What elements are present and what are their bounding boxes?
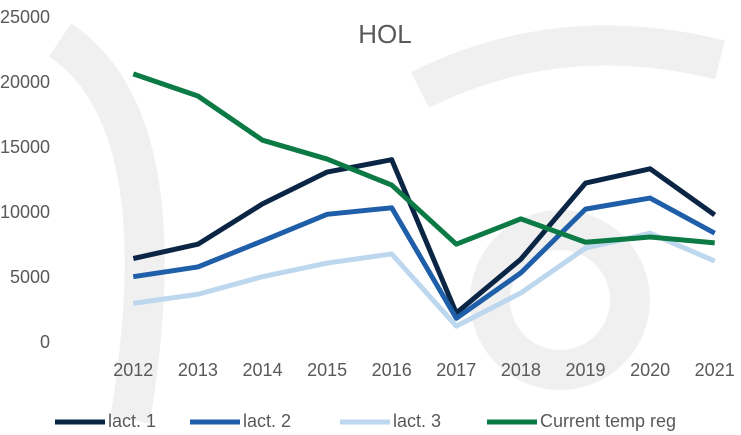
y-tick-label: 5000 <box>10 267 50 287</box>
x-tick-label: 2019 <box>565 360 605 380</box>
x-tick-label: 2013 <box>178 360 218 380</box>
y-tick-label: 0 <box>40 332 50 352</box>
legend-label: lact. 2 <box>243 411 291 431</box>
x-tick-label: 2020 <box>630 360 670 380</box>
x-tick-label: 2015 <box>307 360 347 380</box>
y-tick-label: 10000 <box>0 202 50 222</box>
x-tick-label: 2021 <box>695 360 735 380</box>
watermark-stroke <box>411 25 725 108</box>
series-line <box>132 71 715 247</box>
legend-label: Current temp reg <box>540 411 676 431</box>
series-line <box>132 157 717 316</box>
watermark-stroke <box>470 210 650 390</box>
series-line <box>132 195 716 321</box>
watermark-stroke <box>48 23 165 424</box>
x-tick-label: 2014 <box>242 360 282 380</box>
x-tick-label: 2017 <box>436 360 476 380</box>
x-tick-label: 2016 <box>372 360 412 380</box>
x-tick-label: 2018 <box>501 360 541 380</box>
legend-label: lact. 3 <box>393 411 441 431</box>
y-tick-label: 25000 <box>0 7 50 27</box>
legend-label: lact. 1 <box>108 411 156 431</box>
x-tick-label: 2012 <box>113 360 153 380</box>
chart-title: HOL <box>358 19 411 49</box>
watermark <box>48 23 725 424</box>
y-tick-label: 20000 <box>0 72 50 92</box>
y-tick-label: 15000 <box>0 137 50 157</box>
